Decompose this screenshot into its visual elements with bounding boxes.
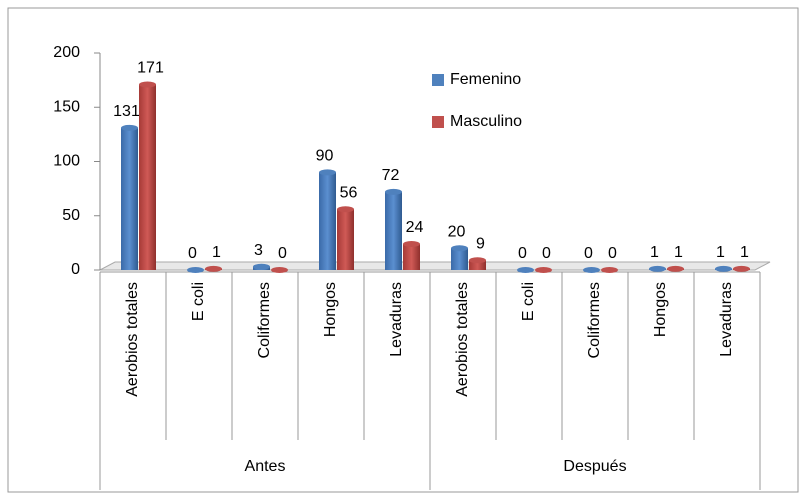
y-tick-label: 0 xyxy=(71,261,80,278)
data-label: 1 xyxy=(674,244,683,261)
bar xyxy=(139,84,156,270)
bar-cap xyxy=(535,267,552,273)
x-tick-label: Coliformes xyxy=(586,282,603,358)
data-label: 1 xyxy=(716,244,725,261)
legend-label: Masculino xyxy=(450,113,522,130)
data-label: 20 xyxy=(448,224,466,241)
x-tick-label: Coliformes xyxy=(256,282,273,358)
x-tick-label: Levaduras xyxy=(718,282,735,357)
data-label: 1 xyxy=(650,244,659,261)
data-label: 0 xyxy=(188,245,197,262)
group-label: Antes xyxy=(245,458,286,475)
bar xyxy=(451,248,468,270)
bar xyxy=(337,209,354,270)
data-label: 1 xyxy=(740,244,749,261)
x-tick-label: Aerobios totales xyxy=(124,282,141,397)
data-label: 72 xyxy=(382,167,400,184)
data-label: 171 xyxy=(137,60,164,77)
bar-cap xyxy=(469,257,486,264)
data-label: 90 xyxy=(316,148,334,165)
bar-cap xyxy=(649,265,666,272)
data-label: 9 xyxy=(476,235,485,252)
data-label: 0 xyxy=(608,245,617,262)
bar-cap xyxy=(187,267,204,273)
legend-swatch xyxy=(432,74,444,86)
x-tick-label: Hongos xyxy=(322,282,339,337)
data-label: 0 xyxy=(518,245,527,262)
bar-cap xyxy=(319,169,336,176)
data-label: 24 xyxy=(406,219,424,236)
data-label: 131 xyxy=(113,103,140,120)
bar-cap xyxy=(715,265,732,272)
bar xyxy=(469,260,486,270)
y-tick-label: 100 xyxy=(53,153,80,170)
data-label: 56 xyxy=(340,184,358,201)
group-label: Después xyxy=(563,458,626,475)
bar-cap xyxy=(139,81,156,88)
data-label: 0 xyxy=(542,245,551,262)
y-tick-label: 200 xyxy=(53,44,80,61)
bar-cap xyxy=(451,245,468,252)
y-tick-label: 50 xyxy=(62,207,80,224)
bar-cap xyxy=(337,206,354,213)
bar xyxy=(385,191,402,270)
bar-cap xyxy=(385,188,402,195)
x-tick-label: E coli xyxy=(520,282,537,321)
data-label: 1 xyxy=(212,244,221,261)
bar-cap xyxy=(583,267,600,273)
x-tick-label: Aerobios totales xyxy=(454,282,471,397)
bar-cap xyxy=(667,265,684,272)
bar-cap xyxy=(121,124,138,131)
data-label: 3 xyxy=(254,242,263,259)
bar xyxy=(319,172,336,270)
bar-cap xyxy=(253,263,270,270)
legend-label: Femenino xyxy=(450,71,521,88)
bar-cap xyxy=(733,265,750,272)
bar xyxy=(403,243,420,270)
data-label: 0 xyxy=(278,245,287,262)
x-tick-label: Hongos xyxy=(652,282,669,337)
x-tick-label: Levaduras xyxy=(388,282,405,357)
bar-cap xyxy=(517,267,534,273)
bar-cap xyxy=(205,265,222,272)
data-label: 0 xyxy=(584,245,593,262)
legend-swatch xyxy=(432,116,444,128)
bar-cap xyxy=(271,267,288,273)
y-tick-label: 150 xyxy=(53,98,80,115)
bar-cap xyxy=(601,267,618,273)
bar-cap xyxy=(403,240,420,247)
bar xyxy=(121,127,138,271)
x-tick-label: E coli xyxy=(190,282,207,321)
